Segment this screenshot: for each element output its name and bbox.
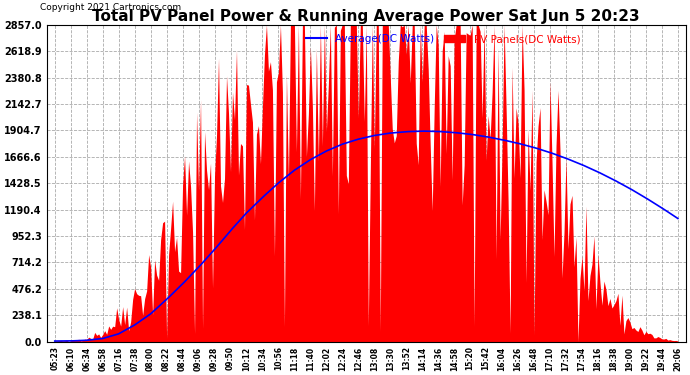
Text: Copyright 2021 Cartronics.com: Copyright 2021 Cartronics.com (41, 3, 181, 12)
Title: Total PV Panel Power & Running Average Power Sat Jun 5 20:23: Total PV Panel Power & Running Average P… (92, 9, 640, 24)
Legend: Average(DC Watts), PV Panels(DC Watts): Average(DC Watts), PV Panels(DC Watts) (302, 30, 584, 48)
